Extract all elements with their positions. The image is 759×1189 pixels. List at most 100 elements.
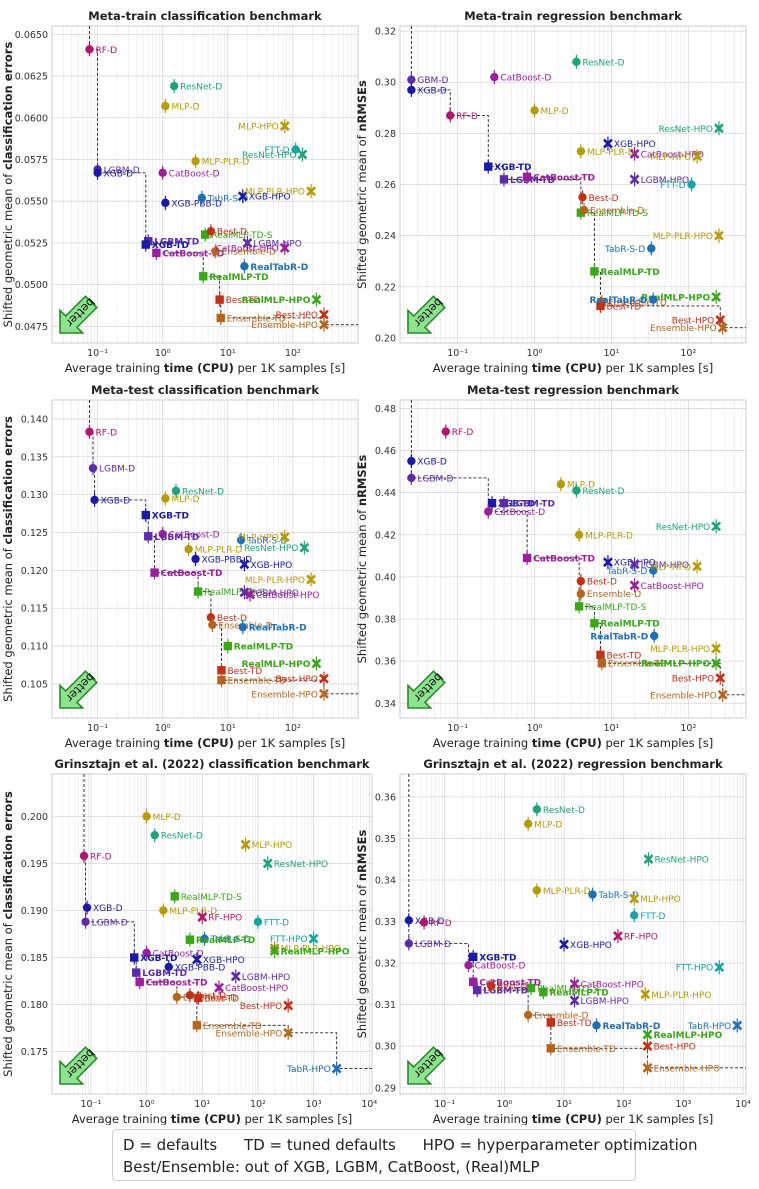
point-label: LGBM-HPO	[641, 176, 689, 186]
marker-realmlp-td	[185, 935, 195, 944]
point-label: Best-HPO	[240, 1002, 282, 1012]
marker-catboost-td	[150, 568, 159, 577]
point-label: XGB-TD	[479, 953, 516, 963]
y-tick-label: 0.105	[21, 679, 48, 690]
point-label: RF-HPO	[208, 914, 242, 924]
x-tick-label: 10⁰	[527, 348, 543, 359]
marker-realmlp-hpo	[711, 292, 722, 302]
point-label: Ensemble-D	[183, 994, 237, 1004]
point-label: CatBoost-D	[169, 169, 220, 179]
point-label: MLP-HPO	[252, 841, 293, 851]
marker-xgb-pbb-d	[161, 198, 170, 208]
y-tick-label: 0.0525	[15, 238, 48, 249]
point-label: Best-D	[588, 194, 618, 204]
y-tick-label: 0.38	[375, 615, 396, 626]
marker-catboost-td	[469, 977, 478, 986]
marker-resnet-d	[169, 81, 179, 91]
point-label: XGB-TD	[152, 512, 189, 522]
point-label: XGB-TD	[498, 500, 535, 510]
marker-mlp-hpo	[240, 839, 251, 850]
point-label: ResNet-HPO	[659, 125, 713, 135]
x-tick-label: 10¹	[603, 348, 619, 359]
x-tick-label: 10⁻¹	[80, 1099, 101, 1110]
point-label: ResNet-HPO	[656, 523, 710, 533]
y-tick-label: 0.20	[375, 333, 396, 344]
marker-ftt-hpo	[308, 933, 319, 944]
y-tick-label: 0.28	[375, 129, 396, 140]
marker-mlp-hpo	[279, 121, 290, 132]
point-label: CatBoost-TD	[161, 569, 223, 579]
point-label: MLP-HPO	[238, 123, 279, 133]
marker-best-td	[217, 666, 226, 675]
marker-ensemble-td	[192, 1021, 202, 1030]
marker-rf-d	[441, 427, 450, 436]
marker-xgb-hpo	[603, 138, 613, 149]
plot-frame	[51, 399, 359, 719]
marker-xgb-d	[407, 85, 416, 95]
point-label: Best-TD	[226, 296, 261, 306]
pareto-front	[410, 400, 746, 696]
better-arrow: better	[59, 1046, 98, 1085]
y-tick-label: 0.0550	[15, 197, 48, 208]
marker-tabr-s-d	[647, 244, 656, 253]
marker-lgbm-hpo	[569, 995, 580, 1006]
y-tick-label: 0.44	[375, 488, 396, 499]
point-label: XGB-HPO	[570, 941, 612, 951]
x-tick-label: 10²	[680, 348, 696, 359]
chart-title: Meta-test regression benchmark	[467, 383, 679, 397]
x-tick-label: 10⁻¹	[87, 723, 108, 734]
point-label: MLP-D	[541, 107, 569, 117]
x-tick-label: 10⁻¹	[434, 1099, 455, 1110]
marker-mlp-d	[161, 101, 170, 111]
y-tick-label: 0.32	[375, 959, 396, 970]
better-arrow: better	[59, 670, 98, 709]
point-label: FTT-D	[264, 146, 289, 156]
point-label: RF-D	[90, 852, 112, 862]
x-tick-label: 10³	[675, 1099, 691, 1110]
point-label: Ensemble-D	[534, 1012, 588, 1022]
point-label: TabR-S-D	[604, 245, 645, 255]
marker-lgbm-d	[404, 939, 414, 948]
marker-mlp-d	[161, 494, 170, 503]
marker-xgb-pbb-d	[164, 962, 173, 972]
point-label: MLP-PLR-HPO	[245, 576, 305, 586]
marker-lgbm-hpo	[629, 559, 640, 570]
point-label: RealMLP-TD-S	[585, 603, 647, 613]
point-label: MLP-PLR-D	[543, 887, 591, 897]
point-label: LGBM-D	[92, 918, 128, 928]
point-label: LGBM-HPO	[250, 589, 298, 599]
point-label: Ensemble-TD	[227, 314, 286, 324]
marker-tabr-s-d	[197, 193, 207, 203]
point-label: MLP-HPO	[640, 895, 681, 905]
marker-best-hpo	[715, 673, 726, 683]
point-label: ResNet-D	[543, 806, 585, 816]
y-tick-label: 0.135	[21, 452, 48, 463]
point-label: CatBoost-D	[169, 531, 220, 541]
point-label: Best-D	[196, 992, 226, 1002]
marker-lgbm-hpo	[239, 587, 250, 598]
x-tick-label: 10¹	[194, 1099, 210, 1110]
pareto-front	[88, 26, 358, 326]
marker-xgb-td	[487, 498, 497, 508]
marker-ensemble-hpo	[283, 1027, 294, 1038]
marker-best-d	[206, 613, 216, 622]
point-label: Best-HPO	[672, 316, 714, 326]
marker-realmlp-td-s	[526, 983, 536, 993]
point-label: RealMLP-HPO	[641, 293, 710, 303]
point-label: CatBoost-D	[500, 74, 551, 84]
x-tick-label: 10³	[306, 1099, 322, 1110]
marker-mlp-plr-d	[574, 530, 584, 539]
chart-panel-2: 0.20 0.22 0.24 0.26 0.28 0.30 0.32 10⁻¹ 10⁰ 10¹ 10…	[355, 9, 747, 375]
chart-title: Meta-test classification benchmark	[91, 383, 319, 397]
point-label: CatBoost-TD	[162, 249, 224, 259]
y-tick-label: 0.36	[375, 657, 396, 668]
point-label: LGBM-D	[99, 465, 135, 475]
marker-best-td	[596, 301, 605, 311]
marker-realmlp-hpo	[269, 946, 280, 956]
point-label: CatBoost-TD	[146, 979, 208, 989]
marker-lgbm-d	[407, 473, 416, 483]
y-tick-label: 0.175	[21, 1047, 48, 1058]
marker-xgb-d	[404, 916, 414, 925]
point-label: ResNet-D	[161, 832, 203, 842]
marker-realmlp-td	[590, 267, 599, 276]
